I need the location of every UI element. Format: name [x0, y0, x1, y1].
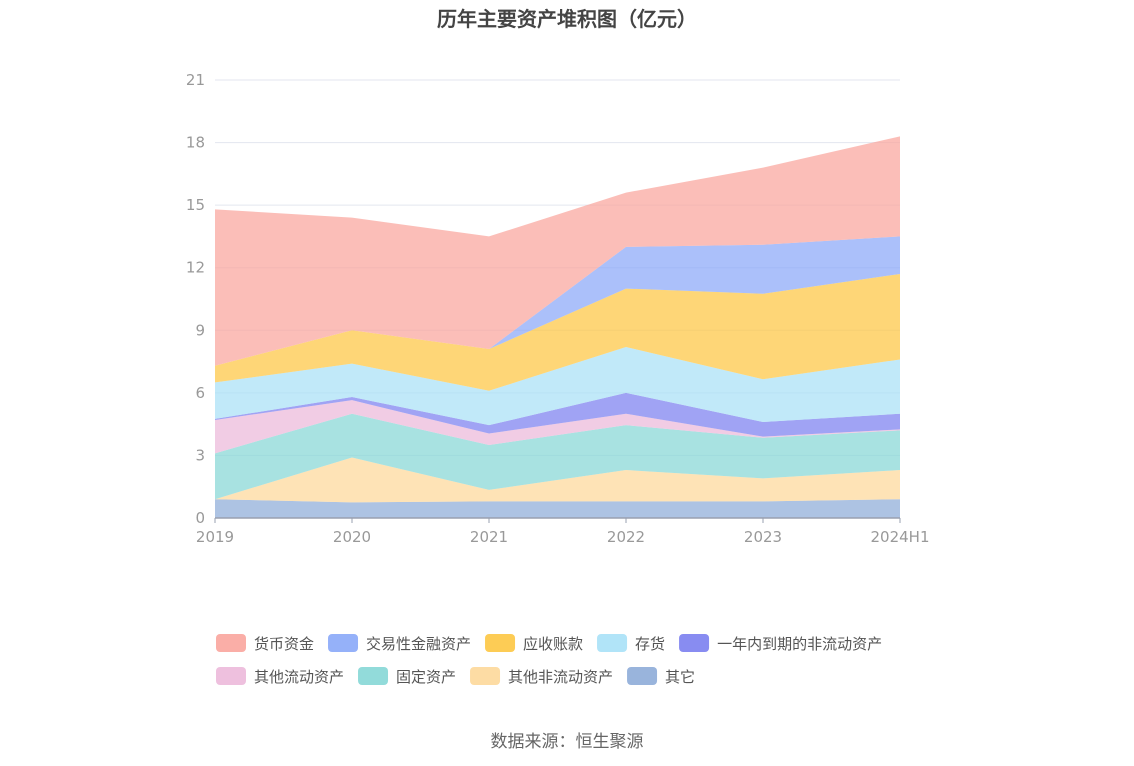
- area-series-8: [215, 136, 900, 366]
- y-tick-label: 21: [186, 71, 205, 89]
- y-tick-label: 0: [195, 509, 205, 527]
- y-tick-label: 6: [195, 384, 205, 402]
- legend-swatch[interactable]: [627, 667, 658, 685]
- area-series-3: [215, 400, 900, 454]
- x-tick-label: 2024H1: [871, 528, 930, 546]
- area-series: [215, 136, 900, 518]
- x-tick-label: 2020: [333, 528, 371, 546]
- legend-swatch[interactable]: [328, 634, 359, 652]
- legend-label[interactable]: 其他流动资产: [254, 668, 344, 686]
- x-tick-label: 2022: [607, 528, 645, 546]
- legend-swatch[interactable]: [470, 667, 501, 685]
- area-series-7: [215, 236, 900, 366]
- y-tick-label: 18: [186, 134, 205, 152]
- y-tick-label: 3: [195, 446, 205, 464]
- y-tick-label: 15: [186, 196, 205, 214]
- legend-label[interactable]: 固定资产: [396, 668, 456, 686]
- legend-label[interactable]: 货币资金: [254, 635, 314, 653]
- legend-swatch[interactable]: [485, 634, 516, 652]
- legend-swatch[interactable]: [216, 667, 246, 685]
- data-source: 数据来源：恒生聚源: [491, 732, 644, 752]
- y-tick-label: 9: [195, 321, 205, 339]
- y-tick-label: 12: [186, 259, 205, 277]
- x-axis: [214, 517, 901, 523]
- area-series-6: [215, 273, 900, 391]
- legend-label[interactable]: 交易性金融资产: [366, 635, 471, 653]
- legend-label[interactable]: 其他非流动资产: [508, 668, 613, 686]
- legend-label[interactable]: 存货: [635, 635, 665, 653]
- legend-swatch[interactable]: [679, 634, 710, 652]
- area-series-5: [215, 346, 900, 426]
- x-tick-label: 2023: [744, 528, 782, 546]
- legend-swatch[interactable]: [358, 667, 389, 685]
- chart-title: 历年主要资产堆积图（亿元）: [437, 7, 697, 31]
- legend-label[interactable]: 应收账款: [523, 635, 583, 653]
- y-axis-ticks: 0 3 6 9 12 15 18 21: [186, 71, 205, 527]
- legend-swatch[interactable]: [597, 634, 628, 652]
- area-series-1: [215, 457, 900, 503]
- x-axis-ticks: 2019 2020 2021 2022 2023 2024H1: [196, 528, 930, 546]
- area-series-4: [215, 392, 900, 437]
- area-series-2: [215, 413, 900, 500]
- legend-swatch[interactable]: [216, 634, 246, 652]
- x-tick-label: 2021: [470, 528, 508, 546]
- legend-label[interactable]: 一年内到期的非流动资产: [717, 635, 882, 653]
- legend-label[interactable]: 其它: [665, 668, 695, 686]
- area-series-0: [215, 499, 900, 518]
- x-tick-label: 2019: [196, 528, 234, 546]
